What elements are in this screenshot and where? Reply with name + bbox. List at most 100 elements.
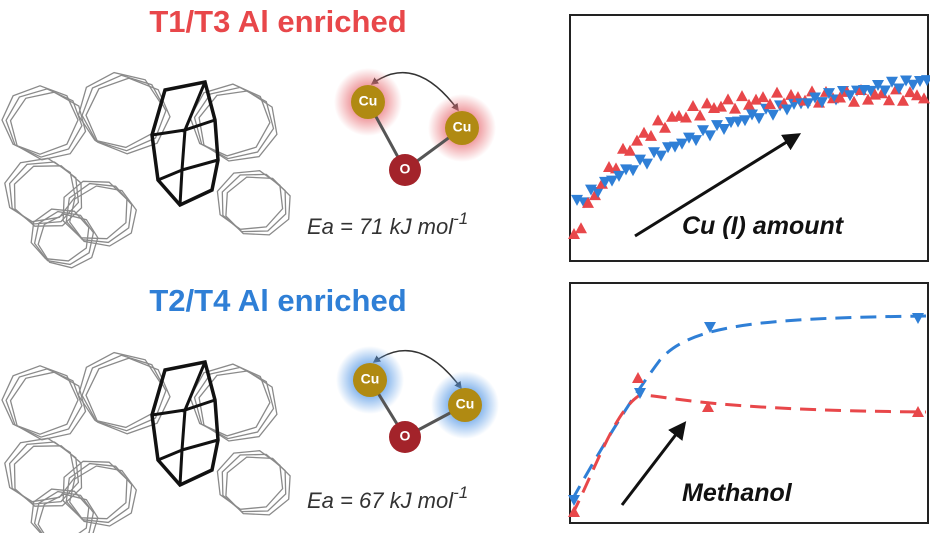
marker-up <box>582 196 594 208</box>
marker-down <box>599 176 611 188</box>
framework-ring <box>5 88 83 158</box>
marker-up <box>687 100 699 112</box>
marker-up <box>764 98 776 110</box>
marker-up <box>722 93 734 105</box>
marker-up <box>624 144 636 156</box>
activation-energy: Ea = 67 kJ mol-1 <box>307 483 468 513</box>
atom-label: Cu <box>453 119 472 135</box>
framework-ring <box>30 208 90 262</box>
marker-down <box>809 92 821 104</box>
marker-down <box>912 313 924 324</box>
framework-ring <box>225 456 291 516</box>
plot <box>568 75 930 239</box>
marker-up <box>680 111 692 123</box>
marker-up <box>701 97 713 109</box>
marker-down <box>648 147 660 159</box>
framework-ring <box>85 357 171 435</box>
framework-ring <box>216 170 284 230</box>
plot-label: Cu (I) amount <box>682 212 845 240</box>
framework-ring <box>221 453 287 513</box>
framework-ring <box>5 368 83 438</box>
zeolite-framework <box>1 351 291 533</box>
marker-up <box>883 94 895 106</box>
marker-down <box>844 90 856 102</box>
marker-down <box>872 80 884 92</box>
framework-ring <box>9 91 87 161</box>
marker-down <box>690 135 702 147</box>
marker-up <box>911 89 923 101</box>
zeolite-framework <box>1 71 291 269</box>
marker-up <box>785 88 797 100</box>
marker-up <box>912 406 924 417</box>
marker-down <box>886 76 898 88</box>
marker-down <box>655 150 667 162</box>
framework-ring <box>1 365 79 435</box>
marker-up <box>897 94 909 106</box>
marker-down <box>767 109 779 121</box>
framework-ring <box>225 176 291 236</box>
framework-ring <box>37 493 99 533</box>
marker-down <box>606 175 618 187</box>
marker-up <box>610 162 622 174</box>
marker-down <box>613 170 625 182</box>
marker-up <box>904 86 916 98</box>
marker-up <box>771 86 783 98</box>
marker-down <box>676 138 688 150</box>
marker-down <box>823 88 835 100</box>
marker-down <box>914 76 926 88</box>
marker-up <box>638 126 650 138</box>
marker-down <box>718 124 730 136</box>
framework-ring <box>81 354 167 432</box>
plot-frame <box>569 282 929 524</box>
marker-up <box>918 92 930 104</box>
marker-down <box>907 79 919 91</box>
cage <box>150 359 220 488</box>
marker-down <box>697 125 709 137</box>
marker-up <box>603 160 615 172</box>
marker-up <box>729 102 741 114</box>
marker-up <box>617 142 629 154</box>
marker-up <box>743 98 755 110</box>
energy-superscript: -1 <box>453 209 468 228</box>
marker-down <box>739 115 751 127</box>
framework-ring <box>37 213 99 269</box>
atom-label: O <box>400 161 411 177</box>
marker-up <box>652 114 664 126</box>
trend-arrow <box>620 421 687 506</box>
cage <box>150 79 220 208</box>
marker-up <box>568 227 580 239</box>
marker-up <box>848 95 860 107</box>
cage <box>151 408 219 453</box>
marker-up <box>568 506 580 517</box>
activation-energy: Ea = 71 kJ mol-1 <box>307 209 468 239</box>
marker-up <box>673 109 685 121</box>
marker-up <box>702 401 714 412</box>
framework-ring <box>13 165 83 227</box>
framework-ring <box>33 490 95 533</box>
marker-down <box>746 109 758 121</box>
marker-down <box>781 104 793 116</box>
marker-up <box>659 121 671 133</box>
energy-text: Ea = 67 kJ mol <box>307 488 454 513</box>
framework-ring <box>33 210 95 266</box>
framework-ring <box>198 90 278 162</box>
plot <box>568 313 927 517</box>
framework-ring <box>221 173 287 233</box>
framework-ring <box>198 370 278 442</box>
marker-down <box>634 388 646 399</box>
cage <box>151 128 219 173</box>
atom-label: O <box>400 428 411 444</box>
framework-ring <box>216 450 284 510</box>
atom-label: Cu <box>456 396 475 412</box>
marker-down <box>921 75 930 87</box>
marker-up <box>834 91 846 103</box>
marker-up <box>715 100 727 112</box>
framework-ring <box>85 77 171 155</box>
atom-label: Cu <box>361 371 380 387</box>
marker-down <box>879 85 891 97</box>
active-site: Cu Cu O <box>336 346 499 453</box>
framework-ring <box>9 371 87 441</box>
marker-down <box>669 141 681 153</box>
marker-up <box>757 91 769 103</box>
